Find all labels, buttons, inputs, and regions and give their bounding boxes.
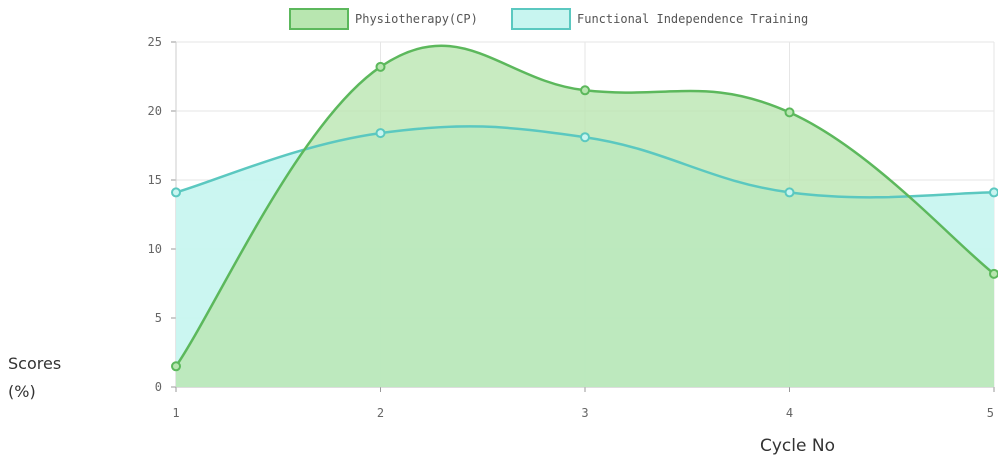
data-point: [784, 107, 795, 118]
data-point: [375, 128, 386, 139]
x-tick-label: 3: [581, 406, 588, 420]
data-point: [580, 132, 590, 143]
x-tick-label: 5: [987, 406, 994, 420]
data-point: [989, 268, 998, 279]
series-area-0: [176, 45, 994, 387]
data-point: [171, 187, 181, 198]
series-line-0: [174, 44, 995, 368]
y-tick-label: 5: [155, 311, 162, 325]
x-tick-label: 2: [377, 406, 384, 420]
data-point: [375, 61, 386, 72]
x-tick-label: 1: [172, 406, 179, 420]
data-point: [784, 187, 795, 198]
y-tick-label: 15: [148, 173, 162, 187]
y-tick-label: 20: [148, 104, 162, 118]
data-point: [580, 85, 590, 96]
legend-label: Functional Independence Training: [577, 12, 808, 26]
y-axis-label-line-2: (%): [8, 382, 36, 401]
y-tick-label: 10: [148, 242, 162, 256]
x-tick-label: 4: [786, 406, 793, 420]
legend-swatch: [511, 8, 571, 30]
y-tick-label: 25: [148, 35, 162, 49]
y-tick-label: 0: [155, 380, 162, 394]
legend-swatch: [289, 8, 349, 30]
data-point: [171, 361, 181, 372]
y-axis-label: Scores (%): [8, 350, 61, 406]
data-point: [989, 187, 998, 198]
legend-label: Physiotherapy(CP): [355, 12, 478, 26]
y-axis-label-line-1: Scores: [8, 354, 62, 373]
x-axis-label: Cycle No: [760, 436, 835, 456]
